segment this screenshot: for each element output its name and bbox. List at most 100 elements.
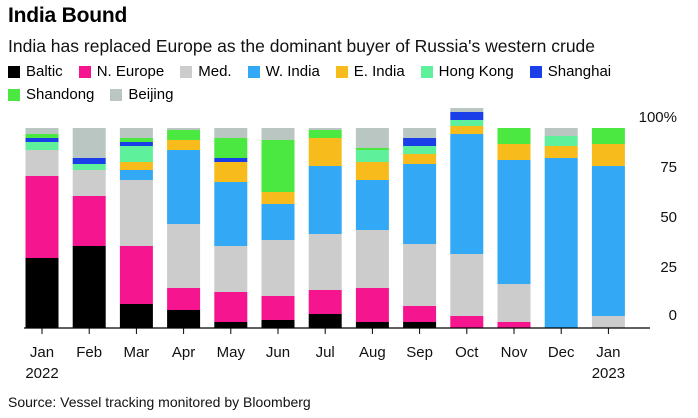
x-tick-label-1: Feb: [76, 344, 102, 361]
legend-label-beijing: Beijing: [128, 86, 174, 103]
y-tick-label-0: 0: [669, 307, 677, 324]
legend-swatch-baltic: [8, 65, 20, 78]
x-tick-label-4: May: [217, 344, 246, 361]
bar-segment-n-europe-2: [119, 246, 153, 304]
bar-segment-n-europe-9: [450, 316, 484, 328]
bar-segment-baltic-2: [119, 304, 153, 328]
bar-segment-shanghai-9: [450, 112, 484, 120]
y-tick-label-100: 100%: [639, 109, 677, 126]
legend-label-baltic: Baltic: [26, 63, 63, 80]
legend-swatch-beijing: [110, 88, 123, 101]
legend-item-shandong: Shandong: [8, 86, 94, 103]
legend-item-e-india: E. India: [335, 63, 405, 80]
bar-segment-shandong-7: [355, 148, 389, 150]
bar-segment-med-5: [261, 240, 295, 296]
bar-segment-e-india-2: [119, 162, 153, 170]
legend-swatch-w-india: [247, 65, 260, 78]
x-tick-label-6: Jul: [316, 344, 335, 361]
legend-item-w-india: W. India: [247, 63, 320, 80]
bar-segment-med-8: [403, 244, 437, 306]
bar-segment-hong-kong-0: [25, 142, 59, 150]
bar-segment-n-europe-7: [355, 288, 389, 322]
legend-item-hong-kong: Hong Kong: [420, 63, 514, 80]
legend-swatch-med: [180, 65, 193, 78]
bar-segment-baltic-4: [214, 322, 248, 328]
bar-segment-n-europe-0: [25, 176, 59, 258]
bar-segment-n-europe-3: [167, 288, 201, 310]
legend-swatch-e-india: [335, 65, 348, 78]
chart-legend: Baltic N. Europe Med. W. India E. India Hong …: [8, 63, 648, 103]
bar-segment-med-1: [72, 170, 106, 196]
bar-segment-shandong-2: [119, 138, 153, 142]
bar-segment-w-india-9: [450, 134, 484, 254]
bar-segment-shandong-0: [25, 134, 59, 138]
bar-segment-e-india-7: [355, 162, 389, 180]
y-tick-label-75: 75: [660, 159, 677, 176]
bar-segment-shanghai-8: [403, 138, 437, 146]
y-tick-label-25: 25: [660, 259, 677, 276]
x-tick-label-3: Apr: [172, 344, 195, 361]
legend-item-n-europe: N. Europe: [78, 63, 164, 80]
bar-segment-med-0: [25, 150, 59, 176]
bar-segment-e-india-10: [497, 144, 531, 160]
bar-segment-shandong-5: [261, 140, 295, 192]
bar-segment-w-india-5: [261, 204, 295, 240]
bar-segment-hong-kong-2: [119, 146, 153, 162]
legend-label-e-india: E. India: [353, 63, 405, 80]
legend-label-w-india: W. India: [265, 63, 320, 80]
bar-segment-med-3: [167, 224, 201, 288]
legend-item-med: Med.: [180, 63, 232, 80]
bar-segment-baltic-0: [25, 258, 59, 328]
bar-segment-w-india-12: [591, 166, 625, 316]
bar-segment-e-india-8: [403, 154, 437, 164]
bar-segment-shanghai-0: [25, 138, 59, 142]
chart-subtitle: India has replaced Europe as the dominan…: [8, 36, 596, 56]
bar-segment-hong-kong-1: [72, 164, 106, 170]
bar-segment-baltic-1: [72, 246, 106, 328]
bar-segment-shandong-6: [308, 130, 342, 138]
legend-label-hong-kong: Hong Kong: [438, 63, 514, 80]
bar-segment-n-europe-8: [403, 306, 437, 322]
bar-segment-beijing-9: [450, 108, 484, 112]
bar-segment-w-india-7: [355, 180, 389, 230]
chart-source: Source: Vessel tracking monitored by Blo…: [8, 394, 311, 410]
bar-segment-baltic-8: [403, 322, 437, 328]
bar-segment-n-europe-1: [72, 196, 106, 246]
bar-segment-w-india-3: [167, 150, 201, 224]
legend-label-shanghai: Shanghai: [547, 63, 612, 80]
bar-segment-beijing-11: [544, 128, 578, 136]
bar-segment-med-12: [591, 316, 625, 328]
x-tick-label-2: Mar: [123, 344, 149, 361]
legend-swatch-hong-kong: [420, 65, 433, 78]
x-tick-label-9: Oct: [455, 344, 479, 361]
bar-segment-beijing-8: [403, 128, 437, 138]
x-tick-label-12: Jan: [596, 344, 620, 361]
bar-segment-n-europe-4: [214, 292, 248, 322]
bar-segment-med-6: [308, 234, 342, 290]
legend-item-baltic: Baltic: [8, 63, 63, 80]
bar-segment-med-9: [450, 254, 484, 316]
legend-swatch-shanghai: [529, 65, 542, 78]
x-year-label-12: 2023: [592, 365, 625, 382]
x-tick-label-8: Sep: [406, 344, 433, 361]
bar-segment-w-india-6: [308, 166, 342, 234]
x-tick-label-11: Dec: [548, 344, 575, 361]
bar-segment-shandong-3: [167, 130, 201, 140]
legend-label-med: Med.: [198, 63, 232, 80]
bar-segment-e-india-12: [591, 144, 625, 166]
bar-segment-beijing-2: [119, 128, 153, 138]
bar-segment-e-india-4: [214, 162, 248, 182]
legend-label-shandong: Shandong: [26, 86, 95, 103]
bar-segment-hong-kong-7: [355, 150, 389, 162]
bar-segment-w-india-8: [403, 164, 437, 244]
bar-segment-shanghai-2: [119, 142, 153, 146]
bar-segment-w-india-4: [214, 182, 248, 246]
bar-segment-w-india-11: [544, 158, 578, 328]
legend-item-shanghai: Shanghai: [529, 63, 612, 80]
bar-segment-n-europe-5: [261, 296, 295, 320]
legend-item-beijing: Beijing: [110, 86, 173, 103]
bar-segment-beijing-4: [214, 128, 248, 138]
x-tick-label-7: Aug: [359, 344, 386, 361]
bar-segment-w-india-10: [497, 160, 531, 284]
bar-segment-beijing-7: [355, 128, 389, 148]
